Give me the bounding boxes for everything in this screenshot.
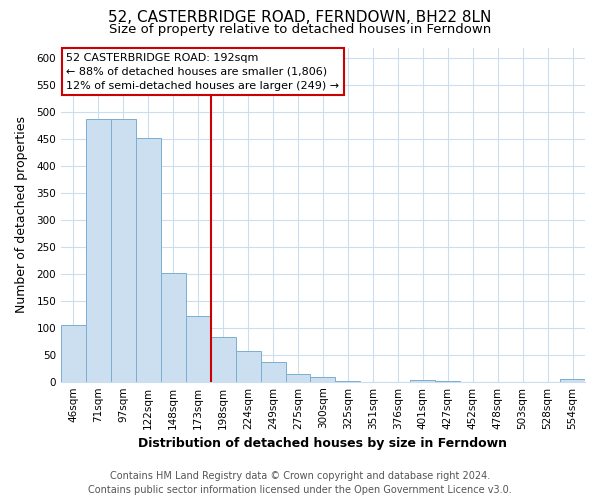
- Bar: [410, 380, 435, 382]
- Bar: [211, 337, 236, 382]
- Bar: [186, 316, 211, 382]
- X-axis label: Distribution of detached houses by size in Ferndown: Distribution of detached houses by size …: [139, 437, 508, 450]
- Bar: [335, 381, 361, 382]
- Bar: [236, 351, 260, 382]
- Bar: [286, 374, 310, 382]
- Text: Size of property relative to detached houses in Ferndown: Size of property relative to detached ho…: [109, 22, 491, 36]
- Bar: [560, 379, 585, 382]
- Text: Contains HM Land Registry data © Crown copyright and database right 2024.
Contai: Contains HM Land Registry data © Crown c…: [88, 471, 512, 495]
- Bar: [111, 118, 136, 382]
- Text: 52, CASTERBRIDGE ROAD, FERNDOWN, BH22 8LN: 52, CASTERBRIDGE ROAD, FERNDOWN, BH22 8L…: [109, 10, 491, 25]
- Bar: [161, 273, 186, 382]
- Text: 52 CASTERBRIDGE ROAD: 192sqm
← 88% of detached houses are smaller (1,806)
12% of: 52 CASTERBRIDGE ROAD: 192sqm ← 88% of de…: [66, 52, 340, 90]
- Bar: [86, 118, 111, 382]
- Bar: [435, 381, 460, 382]
- Bar: [136, 138, 161, 382]
- Y-axis label: Number of detached properties: Number of detached properties: [15, 116, 28, 313]
- Bar: [61, 325, 86, 382]
- Bar: [310, 377, 335, 382]
- Bar: [260, 362, 286, 382]
